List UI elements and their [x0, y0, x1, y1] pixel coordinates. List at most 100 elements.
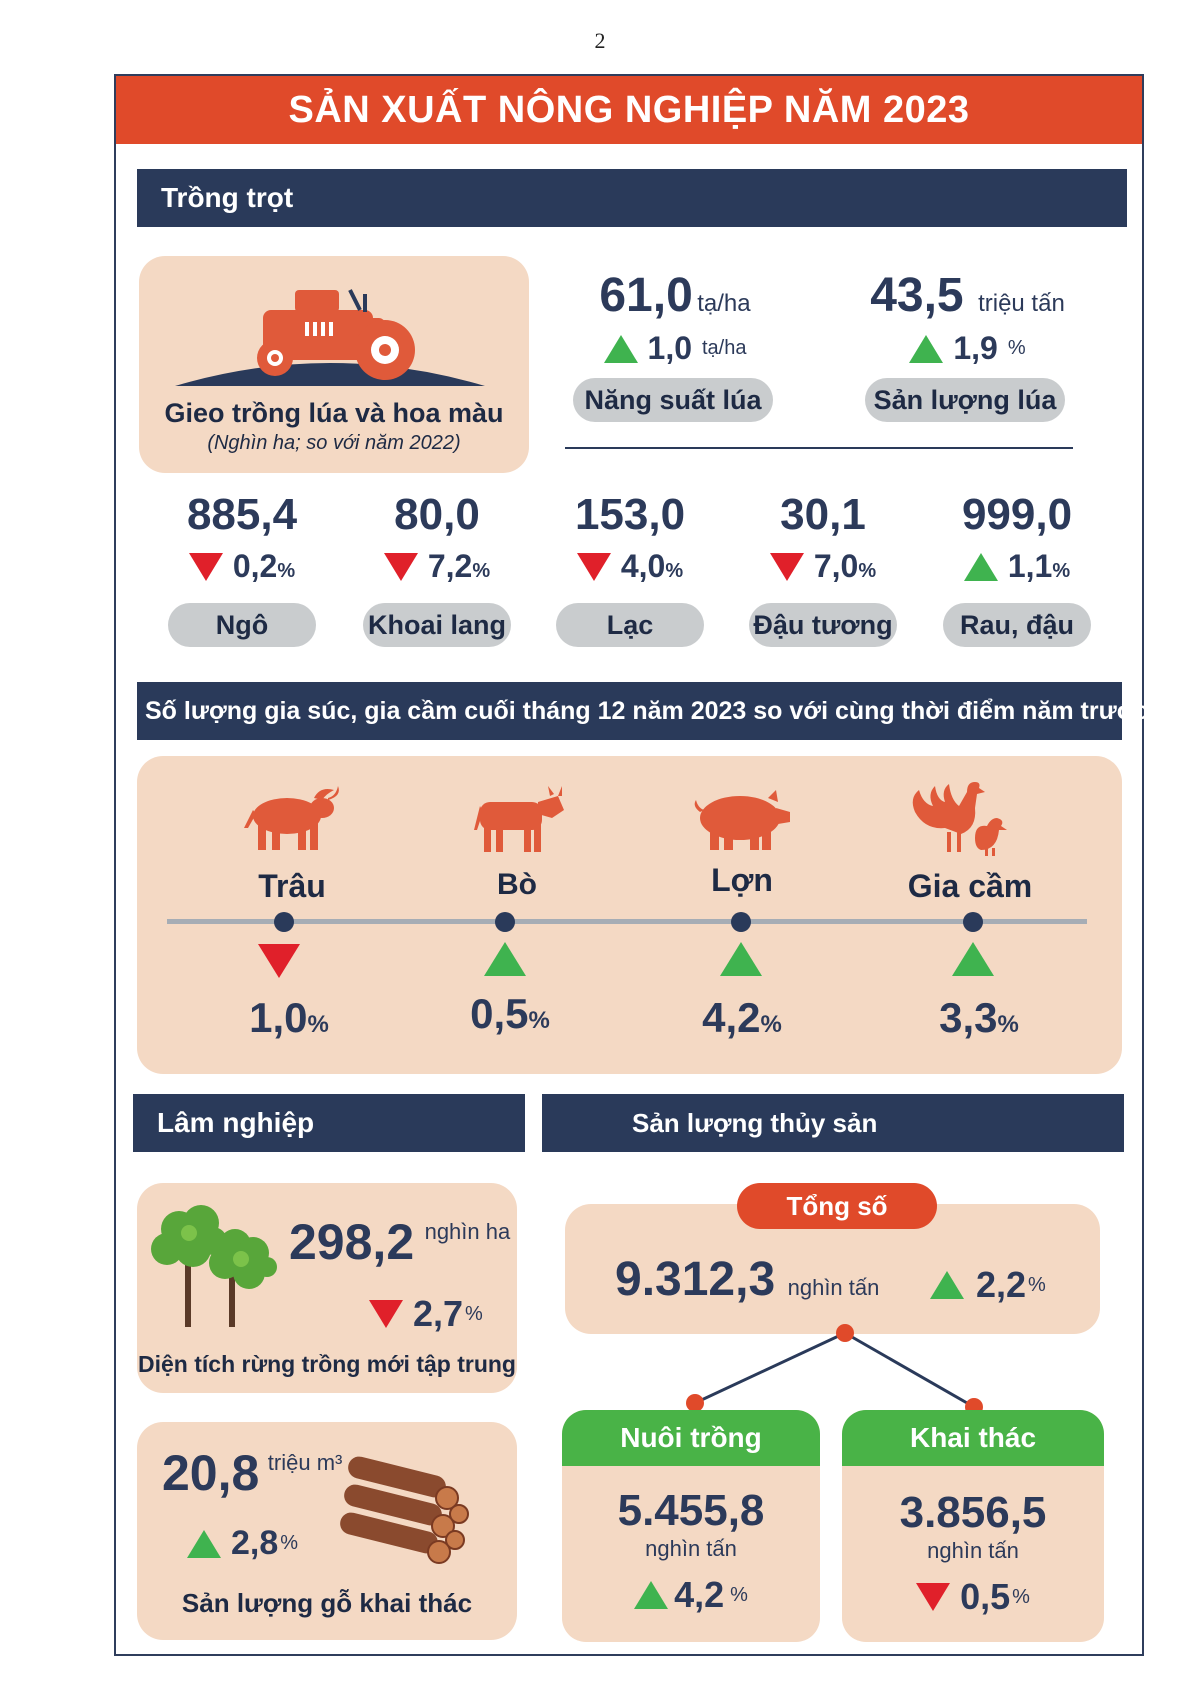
livestock-heading: Số lượng gia súc, gia cầm cuối tháng 12 … [137, 682, 1148, 740]
crop-item: 80,0 7,2% Khoai lang [342, 490, 532, 647]
aquaculture-change: 4,2 [674, 1574, 725, 1615]
animal-change: 0,5% [470, 990, 550, 1037]
rice-output-value: 43,5 [870, 269, 964, 322]
crop-item: 30,1 7,0% Đậu tương [728, 490, 918, 647]
percent-sign: % [1052, 560, 1071, 582]
timeline-dot [274, 912, 294, 932]
down-arrow-icon [576, 552, 611, 581]
rice-output-change: 1,9 [953, 330, 998, 366]
sowing-title: Gieo trồng lúa và hoa màu [164, 398, 504, 428]
timeline-line [167, 919, 1087, 924]
catch-change-row: 0,5% [842, 1576, 1104, 1618]
planted-forest-label: Diện tích rừng trồng mới tập trung [138, 1351, 516, 1377]
animal-label: Lợn [711, 862, 773, 898]
divider [565, 447, 1073, 449]
rice-output-change-row: 1,9 % [845, 330, 1090, 367]
planted-forest-value: 298,2 [289, 1214, 415, 1270]
timeline-dot [495, 912, 515, 932]
logs-icon [340, 1456, 469, 1564]
timber-value: 20,8 [162, 1445, 260, 1501]
page-title: SẢN XUẤT NÔNG NGHIỆP NĂM 2023 [116, 76, 1142, 144]
crop-label: Khoai lang [363, 603, 511, 647]
catch-card: Khai thác 3.856,5 nghìn tấn 0,5% [842, 1410, 1104, 1642]
crop-change: 4,0 [620, 548, 666, 584]
percent-sign: % [858, 560, 877, 582]
timber-change-row: 2,8% [187, 1524, 298, 1563]
planted-forest-unit: nghìn ha [424, 1219, 511, 1244]
cow-icon [474, 786, 564, 852]
up-arrow-icon [603, 334, 638, 363]
up-arrow-icon [930, 1271, 964, 1299]
rice-output-value-row: 43,5 triệu tấn [845, 268, 1090, 323]
down-arrow-icon [383, 552, 418, 581]
rice-yield-change-unit: tạ/ha [702, 337, 747, 359]
rice-yield-value-row: 61,0 tạ/ha [560, 268, 790, 323]
timeline-dot [963, 912, 983, 932]
crop-value: 153,0 [574, 490, 686, 539]
rice-yield-label: Năng suất lúa [573, 378, 773, 422]
up-arrow-icon [720, 942, 762, 976]
crop-label: Lạc [556, 603, 704, 647]
aquaculture-unit: nghìn tấn [645, 1536, 737, 1561]
planted-forest-change: 2,7 [413, 1293, 464, 1334]
up-arrow-icon [952, 942, 994, 976]
planted-forest-card: 298,2 nghìn ha 2,7% Diện tích rừng trồng… [137, 1183, 517, 1393]
crop-change: 1,1 [1007, 548, 1053, 584]
aquaculture-label: Nuôi trồng [562, 1410, 820, 1466]
catch-unit: nghìn tấn [927, 1538, 1019, 1563]
crop-change: 7,0 [813, 548, 859, 584]
crop-value: 885,4 [186, 490, 298, 539]
timber-card: 20,8 triệu m³ 2,8% Sản lượng gỗ khai thá… [137, 1422, 517, 1640]
crop-label: Ngô [168, 603, 316, 647]
timeline-dot [731, 912, 751, 932]
crop-value: 80,0 [394, 490, 480, 539]
percent-sign: % [277, 560, 296, 582]
planted-forest-value-row: 298,2 nghìn ha [289, 1213, 510, 1271]
fishery-total-label: Tổng số [737, 1183, 937, 1229]
up-arrow-icon [634, 1581, 669, 1609]
tractor-icon [175, 289, 485, 386]
percent-sign: % [280, 1532, 299, 1554]
up-arrow-icon [909, 334, 944, 363]
crop-value: 999,0 [961, 490, 1073, 539]
rice-yield-change-row: 1,0 tạ/ha [560, 330, 790, 367]
timber-unit: triệu m³ [267, 1450, 343, 1475]
timber-value-row: 20,8 triệu m³ [162, 1444, 342, 1502]
fishery-total-value-row: 9.312,3 nghìn tấn [615, 1252, 879, 1307]
fishery-total-change-row: 2,2% [930, 1264, 1046, 1306]
rice-output-label: Sản lượng lúa [865, 378, 1065, 422]
sowing-subtitle: (Nghìn ha; so với năm 2022) [207, 432, 461, 454]
crop-value: 30,1 [780, 490, 866, 539]
animal-label: Trâu [258, 868, 326, 904]
percent-sign: % [465, 1302, 483, 1325]
aquaculture-card: Nuôi trồng 5.455,8 nghìn tấn 4,2% [562, 1410, 820, 1642]
crop-item: 999,0 1,1% Rau, đậu [922, 490, 1112, 647]
percent-sign: % [472, 560, 491, 582]
fishery-connector [686, 1324, 983, 1416]
animal-change: 3,3% [939, 994, 1019, 1041]
catch-label: Khai thác [842, 1410, 1104, 1466]
fishery-heading: Sản lượng thủy sản [542, 1094, 1124, 1152]
page-frame [114, 74, 1144, 1656]
down-arrow-icon [188, 552, 223, 581]
percent-sign: % [1012, 1585, 1030, 1608]
buffalo-icon [244, 786, 339, 850]
crops-heading: Trồng trọt [137, 169, 1127, 227]
crop-change: 0,2 [232, 548, 278, 584]
percent-sign: % [665, 560, 684, 582]
catch-value: 3.856,5 [899, 1488, 1047, 1537]
planted-forest-change-row: 2,7% [369, 1293, 483, 1335]
timber-label: Sản lượng gỗ khai thác [181, 1588, 473, 1618]
up-arrow-icon [187, 1529, 221, 1558]
page-number: 2 [594, 28, 606, 53]
percent-sign: % [730, 1583, 748, 1606]
timber-change: 2,8 [231, 1524, 279, 1562]
aquaculture-value: 5.455,8 [617, 1486, 765, 1535]
livestock-card: Trâu Bò Lợn Gia cầm 1,0% 0,5% 4,2% 3,3% [137, 756, 1122, 1074]
crop-label: Đậu tương [749, 603, 897, 647]
down-arrow-icon [369, 1300, 403, 1328]
down-arrow-icon [769, 552, 804, 581]
crop-change: 7,2 [427, 548, 473, 584]
down-arrow-icon [258, 944, 300, 978]
trees-icon [151, 1205, 277, 1327]
